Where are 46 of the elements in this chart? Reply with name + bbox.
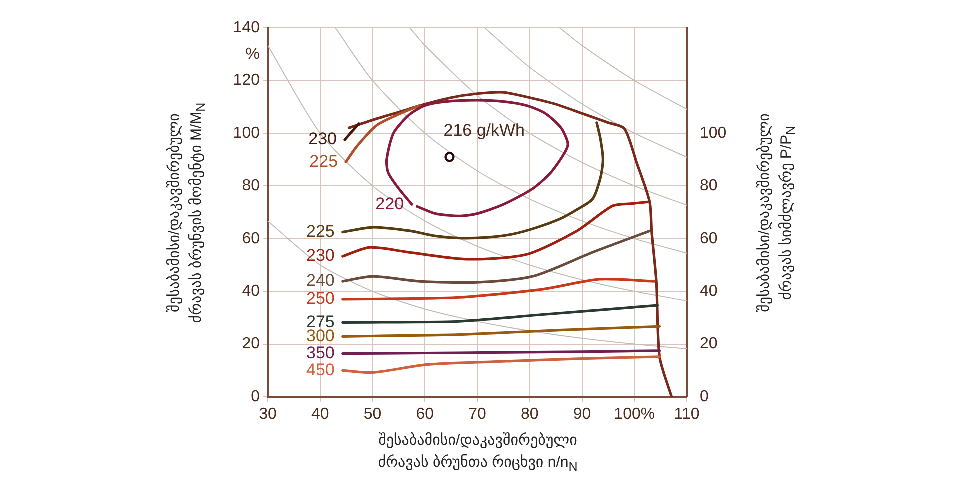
y-tick-label: % (246, 46, 260, 63)
line-series (342, 304, 659, 324)
y2-tick-label: 20 (700, 336, 718, 353)
line-series (344, 104, 422, 164)
y-tick-label: 0 (251, 388, 260, 406)
x-tick-label: 30 (259, 406, 277, 424)
x-axis-title: შესაბამისი/დაკავშირებული ძრავას ბრუნთა რიცხვი n/n$_{N}$ (377, 431, 579, 476)
x-tick-label: 80 (520, 406, 539, 424)
line-series (559, 28, 687, 110)
series-label: 225 (310, 152, 338, 171)
series-label: 250 (306, 289, 335, 308)
x-tick-label: 100% (614, 406, 656, 424)
series-label: 220 (376, 194, 404, 214)
series-label: 300 (306, 326, 335, 346)
x-tick-label: 90 (573, 406, 592, 424)
y2-tick-label: 100 (700, 124, 727, 142)
line-series (409, 28, 687, 206)
series-label: 240 (306, 271, 335, 290)
series-label: 350 (306, 343, 335, 362)
y-tick-label: 20 (242, 336, 260, 353)
y2-tick-label: 40 (700, 282, 718, 300)
line-series (342, 278, 656, 301)
line-series (342, 325, 662, 338)
y-tick-label: 80 (242, 178, 260, 195)
annotation: 216 g/kWh (444, 120, 526, 140)
y-tick-label: 140 (233, 19, 260, 36)
series-label: 225 (306, 222, 335, 241)
line-series (348, 91, 674, 397)
x-tick-label: 40 (311, 406, 330, 424)
y-tick-label: 100 (233, 124, 260, 142)
series-label: 450 (306, 360, 335, 380)
line-series (342, 356, 662, 374)
y-tick-label: 40 (242, 282, 260, 300)
x-tick-label: 70 (468, 406, 486, 424)
x-tick-label: 50 (364, 406, 382, 424)
y2-tick-label: 0 (700, 388, 709, 406)
series-label: 230 (306, 246, 335, 266)
line-series (342, 230, 652, 284)
y2-tick-label: 60 (700, 230, 718, 248)
x-tick-label: 110 (674, 406, 700, 424)
line-series (342, 122, 604, 240)
series-label: 230 (308, 130, 337, 149)
y-tick-label: 60 (242, 230, 260, 248)
y-tick-label: 120 (233, 72, 260, 90)
y2-tick-label: 80 (700, 178, 718, 195)
x-tick-label: 60 (416, 406, 434, 424)
